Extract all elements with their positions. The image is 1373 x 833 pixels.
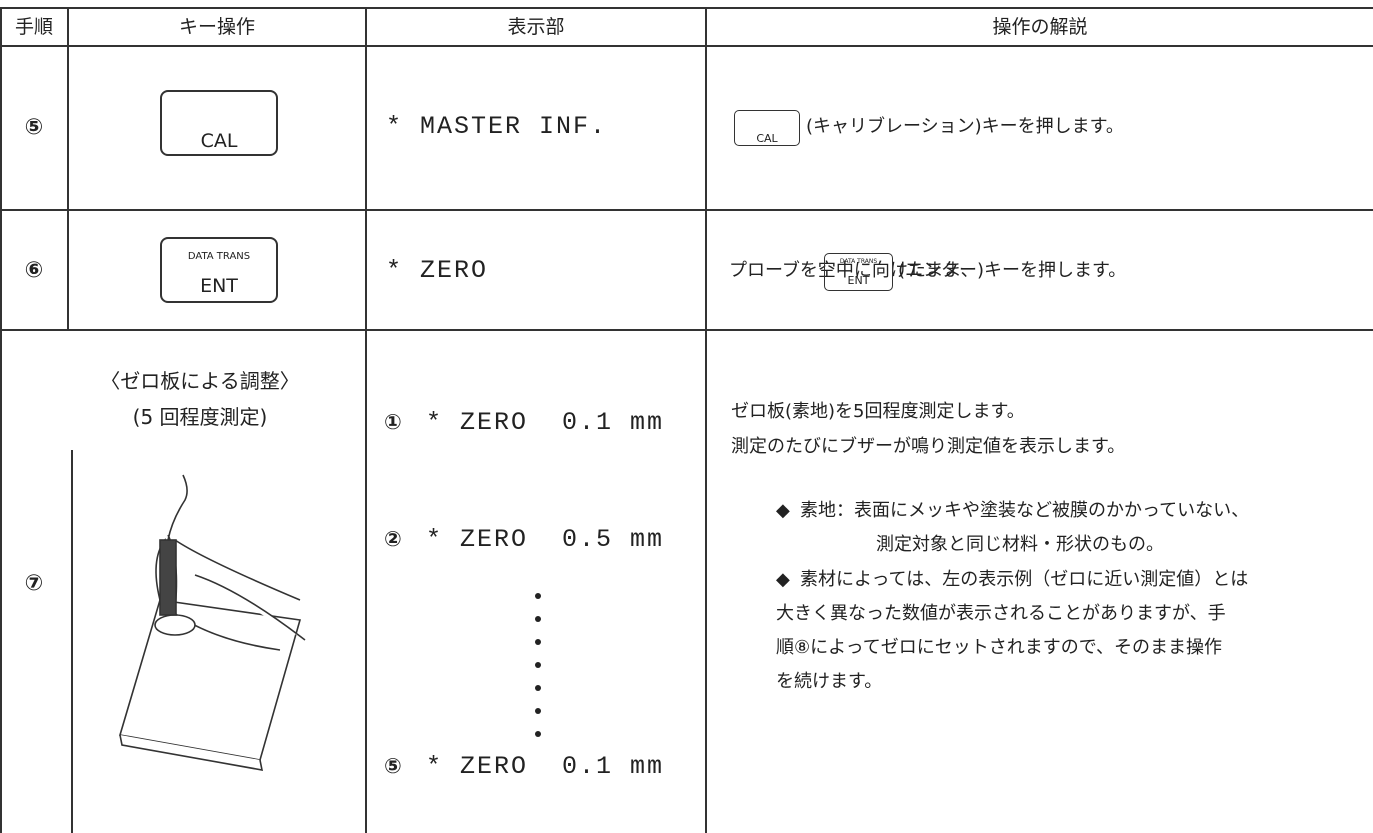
display-index: ② (384, 527, 402, 551)
key-icon: DATA TRANS ENT (824, 253, 893, 291)
column-header: 手順 (14, 16, 54, 38)
column-header: 操作の解説 (992, 16, 1088, 38)
bullet-text: 素地：表面にメッキや塗装など被膜のかかっていない、 (800, 500, 1250, 521)
ellipsis-dot (535, 593, 541, 599)
ellipsis-dot (535, 685, 541, 691)
explanation-text: ゼロ板(素地)を5回程度測定します。 (731, 401, 1025, 422)
key-icon-label: ENT (847, 274, 870, 287)
bullet-text: 素材によっては、左の表示例（ゼロに近い測定値）とは (800, 569, 1249, 590)
ellipsis-dot (535, 731, 541, 737)
bullet-marker: ◆ (776, 500, 790, 521)
probe-illustration (118, 474, 306, 771)
key-icon: CAL (734, 110, 800, 146)
key-button: CAL (160, 90, 278, 156)
key-icon-label: CAL (756, 132, 778, 145)
column-header: 表示部 (507, 16, 565, 38)
key-top-label: DATA TRANS (187, 251, 251, 262)
bullet-text: を続けます。 (776, 671, 883, 692)
display-text: * ZERO 0.1 mm (426, 752, 665, 781)
key-label: ENT (200, 275, 238, 297)
bullet-text: 順⑧によってゼロにセットされますので、そのまま操作 (776, 637, 1222, 658)
explanation-text: (キャリブレーション)キーを押します。 (806, 116, 1124, 137)
key-icon-top: DATA TRANS (839, 258, 878, 265)
bullet-marker: ◆ (776, 569, 790, 590)
explanation-text: (エンター)キーを押します。 (898, 260, 1127, 281)
display-index: ⑤ (384, 754, 402, 778)
display-text: * MASTER INF. (386, 112, 608, 141)
step-number: ⑥ (24, 258, 44, 283)
explanation-text: 測定のたびにブザーが鳴り測定値を表示します。 (731, 436, 1126, 457)
ellipsis-dot (535, 639, 541, 645)
bullet-text: 大きく異なった数値が表示されることがありますが、手 (776, 603, 1226, 624)
display-text: * ZERO 0.5 mm (426, 525, 665, 554)
explanation-text: プローブを空中に向けたまま、 (729, 260, 979, 281)
bullet-text: 測定対象と同じ材料・形状のもの。 (876, 534, 1164, 555)
ellipsis-dot (535, 616, 541, 622)
ellipsis-dot (535, 662, 541, 668)
key-label: CAL (200, 130, 238, 152)
key-subheading: (5 回程度測定) (132, 405, 268, 429)
key-heading: 〈ゼロ板による調整〉 (100, 369, 300, 393)
step-number: ⑦ (24, 571, 44, 596)
ellipsis-dot (535, 708, 541, 714)
display-text: * ZERO (386, 256, 489, 285)
display-text: * ZERO 0.1 mm (426, 408, 665, 437)
display-index: ① (384, 410, 402, 434)
key-button: DATA TRANS ENT (160, 237, 278, 303)
column-header: キー操作 (178, 16, 256, 38)
step-number: ⑤ (24, 115, 44, 140)
